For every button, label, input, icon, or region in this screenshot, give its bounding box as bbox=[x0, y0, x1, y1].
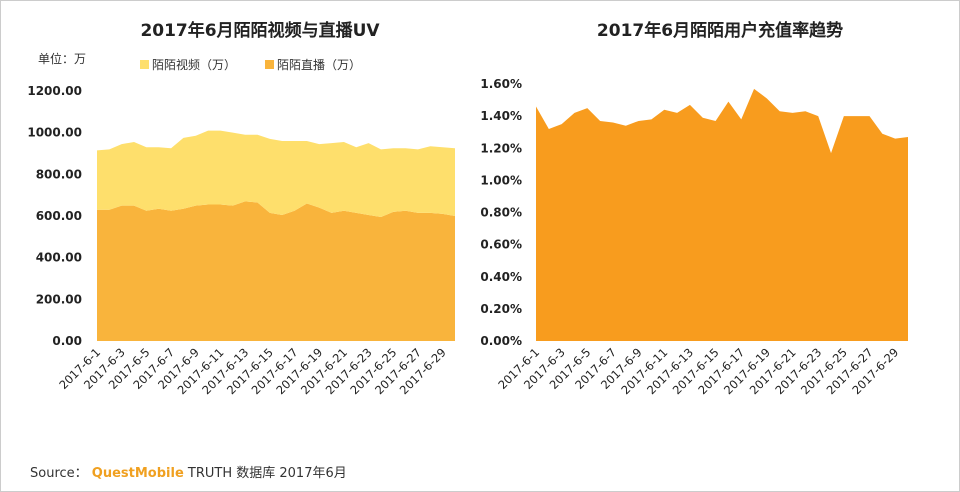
legend-live: 陌陌直播（万） bbox=[265, 56, 361, 73]
area-series-0 bbox=[536, 88, 908, 341]
source-rest: TRUTH 数据库 2017年6月 bbox=[183, 466, 347, 481]
y-tick-label: 1.40% bbox=[480, 109, 522, 123]
legend-label: 陌陌视频（万） bbox=[152, 58, 237, 72]
y-tick-label: 1.20% bbox=[480, 141, 522, 155]
legend-swatch bbox=[140, 60, 149, 69]
y-tick-label: 0.00 bbox=[52, 334, 82, 348]
legend-label: 陌陌直播（万） bbox=[277, 58, 362, 72]
legend-swatch bbox=[265, 60, 274, 69]
chart-title-right: 2017年6月陌陌用户充值率趋势 bbox=[596, 21, 844, 41]
y-tick-label: 200.00 bbox=[36, 292, 82, 306]
y-tick-label: 0.80% bbox=[480, 206, 522, 220]
source-note: Source： QuestMobile TRUTH 数据库 2017年6月 bbox=[30, 462, 347, 481]
legend-video: 陌陌视频（万） bbox=[140, 56, 236, 73]
y-tick-label: 0.20% bbox=[480, 302, 522, 316]
source-label: Source： bbox=[30, 466, 88, 481]
chart-title-left: 2017年6月陌陌视频与直播UV bbox=[140, 21, 380, 41]
y-tick-label: 0.40% bbox=[480, 270, 522, 284]
area-series-1 bbox=[97, 130, 455, 218]
y-tick-label: 600.00 bbox=[36, 209, 82, 223]
y-tick-label: 1000.00 bbox=[27, 126, 82, 140]
y-tick-label: 400.00 bbox=[36, 251, 82, 265]
unit-label: 单位：万 bbox=[38, 52, 87, 66]
y-tick-label: 800.00 bbox=[36, 167, 82, 181]
area-series-0 bbox=[97, 201, 455, 341]
y-tick-label: 0.60% bbox=[480, 238, 522, 252]
y-tick-label: 1200.00 bbox=[27, 84, 82, 98]
y-tick-label: 0.00% bbox=[480, 334, 522, 348]
y-tick-label: 1.00% bbox=[480, 173, 522, 187]
source-brand: QuestMobile bbox=[91, 466, 184, 481]
y-tick-label: 1.60% bbox=[480, 77, 522, 91]
